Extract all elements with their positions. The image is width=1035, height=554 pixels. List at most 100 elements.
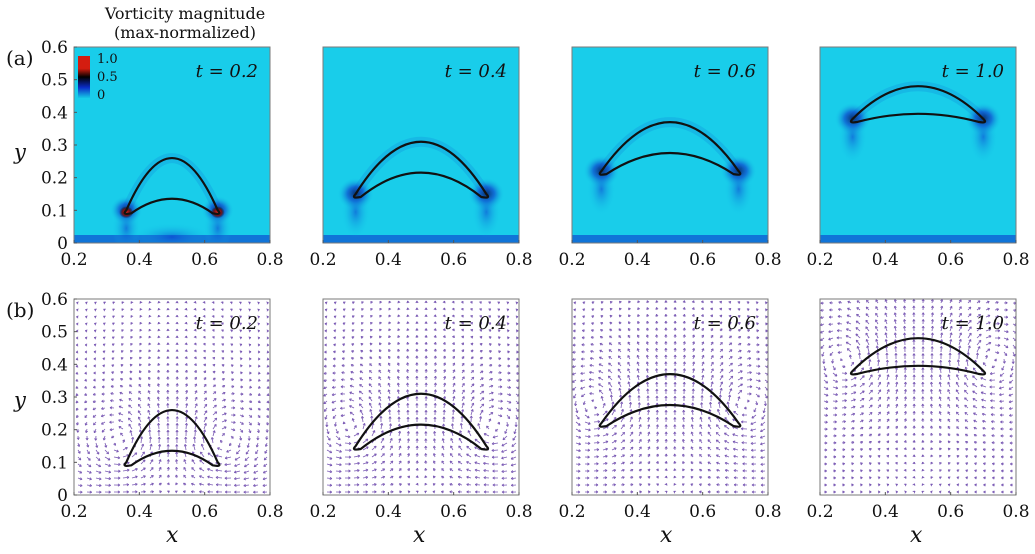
- velocity-arrow: [247, 442, 250, 448]
- velocity-arrow-head: [930, 374, 934, 378]
- velocity-arrow-head: [112, 322, 115, 326]
- velocity-arrow-head: [224, 419, 227, 423]
- velocity-arrow-head: [507, 371, 511, 375]
- velocity-arrow: [362, 484, 368, 486]
- velocity-arrow-head: [210, 437, 214, 440]
- velocity-arrow-head: [323, 364, 327, 368]
- velocity-arrow-head: [992, 469, 995, 473]
- velocity-arrow-head: [512, 437, 516, 441]
- velocity-arrow-head: [895, 461, 898, 465]
- velocity-arrow-head: [825, 434, 828, 438]
- velocity-arrow-head: [701, 354, 705, 358]
- velocity-arrow: [95, 484, 102, 487]
- velocity-arrow-head: [903, 346, 907, 349]
- velocity-arrow: [875, 332, 879, 339]
- velocity-arrow-head: [912, 389, 916, 392]
- velocity-arrow-head: [117, 476, 121, 480]
- velocity-arrow-head: [185, 396, 189, 400]
- velocity-arrow-head: [378, 382, 382, 386]
- velocity-arrow-head: [581, 350, 584, 354]
- velocity-arrow-head: [120, 364, 124, 367]
- velocity-arrow-head: [605, 418, 609, 422]
- velocity-arrow: [964, 374, 969, 381]
- velocity-arrow-head: [692, 361, 696, 365]
- velocity-arrow-head: [726, 401, 730, 405]
- velocity-arrow-head: [382, 453, 385, 456]
- velocity-arrow-head: [690, 490, 694, 494]
- velocity-arrow-head: [387, 389, 391, 393]
- velocity-arrow-head: [837, 350, 841, 354]
- velocity-arrow: [368, 396, 373, 402]
- velocity-arrow-head: [947, 440, 951, 444]
- velocity-arrow-head: [958, 345, 962, 349]
- velocity-arrow-head: [580, 364, 584, 368]
- velocity-arrow-head: [573, 315, 576, 319]
- velocity-arrow: [598, 383, 604, 388]
- velocity-arrow-head: [930, 305, 934, 309]
- velocity-arrow-head: [374, 475, 377, 479]
- velocity-arrow-head: [921, 339, 925, 342]
- velocity-arrow-head: [232, 399, 235, 403]
- velocity-arrow: [610, 394, 613, 402]
- velocity-arrow-head: [203, 429, 207, 433]
- velocity-arrow-head: [471, 396, 475, 400]
- velocity-arrow-head: [895, 374, 899, 378]
- velocity-arrow-head: [875, 299, 879, 303]
- velocity-arrow-head: [846, 314, 850, 318]
- velocity-arrow-head: [938, 403, 942, 407]
- velocity-arrow-head: [965, 469, 969, 473]
- velocity-arrow: [958, 326, 962, 332]
- velocity-arrow-head: [479, 308, 482, 311]
- velocity-arrow-head: [724, 424, 727, 428]
- velocity-arrow: [999, 372, 1005, 377]
- velocity-arrow: [885, 346, 888, 353]
- bubble-interface-contour: [123, 156, 221, 215]
- velocity-arrow-head: [248, 343, 252, 347]
- velocity-arrow: [611, 432, 617, 437]
- velocity-arrow-head: [340, 392, 343, 396]
- velocity-arrow-head: [93, 343, 97, 347]
- velocity-arrow: [483, 462, 490, 465]
- velocity-arrow-head: [469, 415, 473, 419]
- velocity-arrow-head: [222, 433, 225, 436]
- velocity-arrow-head: [424, 362, 428, 365]
- velocity-arrow-head: [148, 356, 152, 360]
- velocity-arrow-head: [750, 441, 754, 445]
- velocity-arrow: [380, 437, 385, 444]
- velocity-arrow-head: [851, 426, 855, 430]
- velocity-arrow-head: [912, 381, 916, 385]
- velocity-arrow: [212, 424, 217, 430]
- velocity-arrow-head: [903, 432, 907, 436]
- velocity-arrow: [185, 403, 188, 409]
- velocity-arrow-head: [749, 392, 752, 396]
- velocity-arrow-head: [257, 415, 261, 419]
- velocity-arrow-head: [234, 490, 237, 494]
- velocity-arrow-head: [681, 431, 686, 435]
- velocity-arrow-head: [990, 399, 993, 403]
- velocity-arrow-head: [930, 353, 934, 356]
- wall-vorticity-band: [820, 235, 1016, 243]
- velocity-arrow-head: [912, 454, 916, 458]
- velocity-arrow-head: [758, 371, 761, 375]
- velocity-arrow: [608, 369, 613, 374]
- velocity-arrow-head: [490, 391, 494, 395]
- velocity-arrow-head: [637, 388, 641, 391]
- velocity-arrow: [866, 345, 870, 353]
- velocity-arrow-head: [334, 424, 338, 427]
- velocity-arrow-head: [673, 417, 677, 420]
- velocity-arrow-head: [964, 419, 968, 423]
- velocity-arrow-head: [719, 321, 723, 325]
- velocity-arrow-head: [374, 461, 377, 464]
- velocity-arrow: [491, 449, 499, 451]
- velocity-arrow: [1003, 337, 1009, 341]
- velocity-arrow-head: [460, 307, 464, 311]
- velocity-arrow-head: [741, 441, 745, 445]
- velocity-arrow-head: [102, 364, 106, 368]
- velocity-arrow-head: [621, 408, 624, 412]
- velocity-arrow-head: [415, 403, 419, 406]
- velocity-arrow-head: [212, 430, 216, 433]
- velocity-arrow-head: [76, 308, 79, 312]
- velocity-arrow-head: [489, 357, 493, 360]
- velocity-arrow-head: [613, 454, 617, 458]
- velocity-arrow-head: [886, 440, 890, 444]
